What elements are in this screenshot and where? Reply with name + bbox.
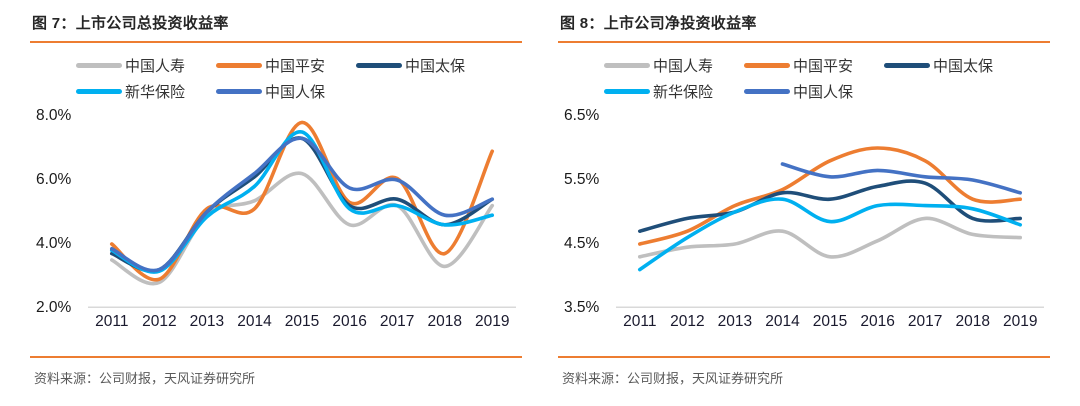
series-line-中国人寿 (637, 216, 1023, 259)
figure-title: 图 8：上市公司净投资收益率 (558, 10, 1050, 43)
line-swatch-icon (744, 88, 790, 94)
x-axis: 2011 2012 2013 2014 2015 2016 2017 2018 … (616, 313, 1044, 331)
chart-legend: 中国人寿 中国平安 中国太保 新华保险 中国人保 (30, 52, 522, 104)
legend-label: 中国太保 (933, 57, 994, 75)
figure-title: 图 7：上市公司总投资收益率 (30, 10, 522, 43)
legend-label: 中国人寿 (653, 57, 714, 75)
y-axis-tick-label: 4.5% (564, 235, 600, 252)
legend-label: 中国人保 (793, 83, 854, 101)
series-line-中国人寿 (109, 171, 495, 286)
legend-label: 新华保险 (653, 83, 714, 101)
chart-legend: 中国人寿 中国平安 中国太保 新华保险 中国人保 (558, 52, 1050, 104)
divider (558, 356, 1050, 358)
legend-label: 中国太保 (405, 57, 466, 75)
line-chart-area: 8.0% 6.0% 4.0% 2.0% 2011 2012 2013 2014 … (30, 106, 522, 344)
legend-label: 中国人寿 (125, 57, 186, 75)
line-swatch-icon (216, 62, 262, 68)
x-axis-tick-label: 2016 (332, 313, 367, 330)
x-axis-tick-label: 2015 (812, 313, 848, 330)
source-note: 资料来源：公司财报，天风证券研究所 (34, 371, 256, 386)
y-axis-tick-label: 2.0% (36, 299, 72, 316)
legend-item-cpic: 中国太保 (356, 52, 496, 78)
x-axis-tick-label: 2019 (1003, 313, 1038, 330)
plot-region (88, 116, 516, 308)
x-axis-tick-label: 2013 (189, 313, 225, 330)
source-note: 资料来源：公司财报，天风证券研究所 (562, 371, 784, 386)
x-axis-tick-label: 2018 (955, 313, 990, 330)
series-line-中国人保 (109, 136, 495, 273)
legend-item-china-life: 中国人寿 (604, 52, 744, 78)
line-swatch-icon (744, 62, 790, 68)
legend-item-picc: 中国人保 (744, 78, 884, 104)
line-chart (616, 146, 1044, 308)
x-axis-tick-label: 2011 (623, 313, 657, 330)
series-line-中国人保 (780, 162, 1023, 195)
line-chart-area: 6.5% 5.5% 4.5% 3.5% 2011 2012 2013 2014 … (558, 106, 1050, 344)
legend-item-cpic: 中国太保 (884, 52, 1024, 78)
x-axis: 2011 2012 2013 2014 2015 2016 2017 2018 … (88, 313, 516, 331)
line-swatch-icon (884, 62, 930, 68)
x-axis-tick-label: 2017 (379, 313, 415, 330)
legend-label: 中国人保 (265, 83, 326, 101)
figure-panel-net-yield: 图 8：上市公司净投资收益率 中国人寿 中国平安 中国太保 新华保险 中国人保 (558, 10, 1050, 387)
y-axis-tick-label: 4.0% (36, 235, 72, 252)
legend-label: 中国平安 (265, 57, 326, 75)
legend-item-nci: 新华保险 (76, 78, 216, 104)
x-axis-tick-label: 2017 (907, 313, 943, 330)
line-chart (88, 120, 516, 308)
figure-panel-total-yield: 图 7：上市公司总投资收益率 中国人寿 中国平安 中国太保 新华保险 中国人保 (30, 10, 522, 387)
series-line-新华保险 (637, 197, 1023, 272)
legend-label: 新华保险 (125, 83, 186, 101)
y-axis-tick-label: 6.5% (564, 107, 600, 124)
legend-item-nci: 新华保险 (604, 78, 744, 104)
line-swatch-icon (76, 62, 122, 68)
series-line-中国太保 (637, 179, 1023, 233)
legend-item-china-life: 中国人寿 (76, 52, 216, 78)
x-axis-tick-label: 2018 (427, 313, 462, 330)
x-axis-tick-label: 2014 (765, 313, 800, 330)
x-axis-tick-label: 2016 (860, 313, 895, 330)
line-swatch-icon (356, 62, 402, 68)
y-axis-tick-label: 5.5% (564, 171, 600, 188)
x-axis-tick-label: 2019 (475, 313, 510, 330)
series-line-中国平安 (637, 146, 1023, 246)
line-swatch-icon (216, 88, 262, 94)
y-axis-tick-label: 8.0% (36, 107, 72, 124)
divider (30, 356, 522, 358)
x-axis-tick-label: 2011 (95, 313, 129, 330)
x-axis-tick-label: 2012 (670, 313, 705, 330)
series-line-中国平安 (109, 120, 495, 282)
legend-item-ping-an: 中国平安 (744, 52, 884, 78)
report-figures-row: 图 7：上市公司总投资收益率 中国人寿 中国平安 中国太保 新华保险 中国人保 (30, 10, 1050, 387)
series-line-中国太保 (109, 136, 495, 273)
legend-label: 中国平安 (793, 57, 854, 75)
line-swatch-icon (604, 62, 650, 68)
x-axis-tick-label: 2014 (237, 313, 272, 330)
x-axis-tick-label: 2012 (142, 313, 177, 330)
legend-item-ping-an: 中国平安 (216, 52, 356, 78)
x-axis-tick-label: 2015 (284, 313, 320, 330)
y-axis-tick-label: 6.0% (36, 171, 72, 188)
x-axis-tick-label: 2013 (717, 313, 753, 330)
line-swatch-icon (76, 88, 122, 94)
legend-item-picc: 中国人保 (216, 78, 356, 104)
line-swatch-icon (604, 88, 650, 94)
plot-region (616, 116, 1044, 308)
y-axis-tick-label: 3.5% (564, 299, 600, 316)
